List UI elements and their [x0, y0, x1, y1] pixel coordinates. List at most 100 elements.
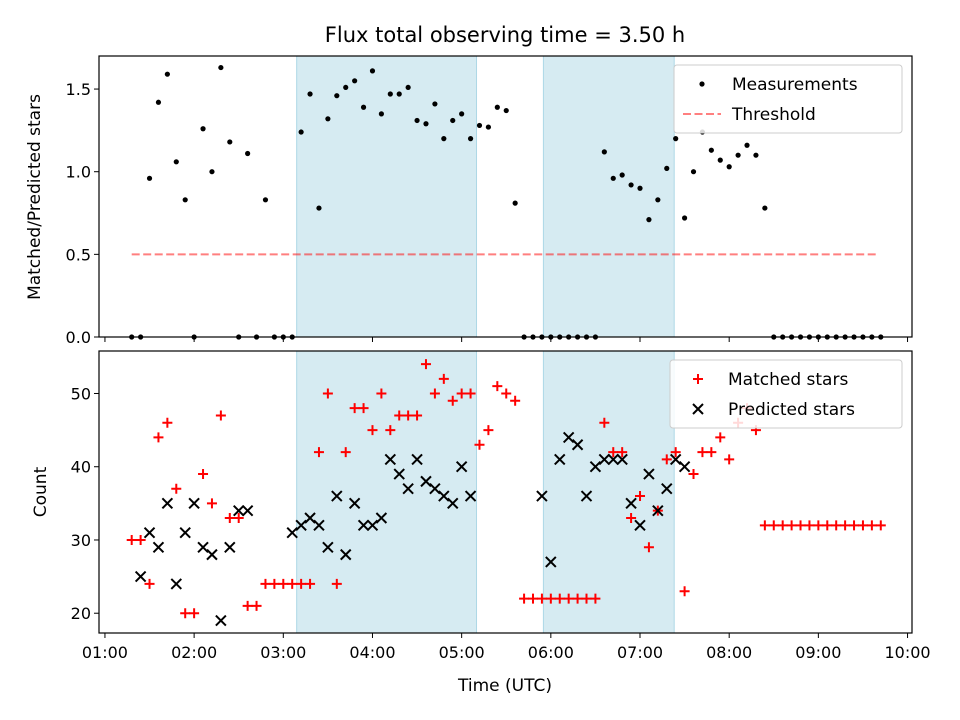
predicted-star-marker	[571, 439, 584, 451]
predicted-star-marker	[179, 526, 191, 539]
matched-star-marker	[661, 454, 672, 465]
matched-star-marker	[180, 608, 191, 619]
measurement-point	[646, 217, 652, 223]
matched-star-marker	[403, 410, 414, 421]
predicted-star-marker	[134, 570, 147, 583]
measurement-point	[352, 78, 358, 84]
predicted-star-marker	[634, 519, 646, 532]
matched-star-marker	[724, 454, 735, 465]
predicted-star-marker	[215, 614, 227, 627]
measurement-point	[690, 169, 697, 175]
x-tick-label: 04:00	[349, 643, 395, 662]
measurement-point	[343, 84, 349, 91]
measurement-point	[209, 169, 215, 175]
predicted-star-marker	[411, 453, 423, 466]
measurement-point	[155, 99, 162, 105]
measurement-point	[717, 157, 723, 163]
matched-star-marker	[670, 447, 681, 458]
measurement-point	[735, 152, 741, 158]
measurement-point	[441, 136, 447, 142]
matched-star-marker	[251, 600, 262, 611]
top-y-axis-label: Matched/Predicted stars	[25, 94, 45, 300]
measurement-point	[146, 175, 153, 181]
matched-star-marker	[322, 388, 333, 399]
measurement-point	[503, 107, 509, 114]
matched-star-marker	[171, 483, 182, 494]
matched-star-marker	[331, 578, 342, 589]
matched-star-marker	[189, 608, 200, 619]
predicted-star-marker	[313, 519, 325, 532]
top-y-tick-label: 0.0	[66, 328, 91, 347]
measurement-point	[369, 68, 376, 74]
measurement-point	[423, 121, 429, 127]
predicted-star-marker	[241, 504, 254, 517]
matched-star-marker	[394, 410, 405, 421]
predicted-star-marker	[402, 482, 414, 495]
predicted-star-marker	[331, 490, 343, 502]
bottom-y-tick-label: 40	[71, 458, 91, 477]
measurement-point	[459, 111, 465, 117]
x-tick-label: 06:00	[528, 643, 574, 662]
predicted-star-marker	[384, 453, 397, 466]
matched-star-marker	[572, 593, 583, 604]
predicted-star-marker	[669, 453, 682, 466]
x-tick-label: 03:00	[260, 643, 306, 662]
matched-star-marker	[465, 388, 476, 399]
measurement-point	[307, 91, 313, 97]
measurement-point	[164, 71, 170, 77]
legend-label: Threshold	[731, 105, 816, 125]
matched-star-marker	[554, 593, 565, 604]
predicted-star-marker	[420, 475, 432, 488]
matched-star-marker	[305, 578, 316, 589]
predicted-star-marker	[589, 461, 602, 473]
matched-star-marker	[563, 593, 574, 604]
matched-star-marker	[831, 520, 842, 531]
predicted-star-marker	[429, 482, 441, 495]
predicted-star-marker	[455, 461, 468, 473]
matched-star-marker	[367, 425, 378, 436]
predicted-star-marker	[143, 526, 156, 539]
predicted-star-marker	[643, 468, 655, 480]
measurement-point	[414, 117, 420, 124]
matched-star-marker	[866, 520, 877, 531]
matched-star-marker	[242, 600, 253, 611]
top-highlight-span-2	[542, 55, 675, 338]
matched-star-marker	[679, 586, 690, 597]
matched-star-marker	[126, 534, 137, 545]
matched-star-marker	[688, 469, 699, 480]
measurement-point	[227, 139, 233, 145]
bottom-y-tick-label: 30	[71, 531, 91, 550]
measurement-point	[396, 91, 402, 97]
predicted-star-marker	[188, 497, 200, 510]
measurement-point	[450, 117, 456, 124]
matched-star-marker	[144, 578, 155, 589]
x-tick-label: 07:00	[617, 643, 663, 662]
bottom-y-tick-label: 50	[71, 384, 91, 403]
top-y-tick-label: 0.5	[66, 245, 91, 264]
measurement-point	[681, 215, 688, 221]
matched-star-marker	[429, 388, 440, 399]
measurement-point	[262, 197, 269, 203]
measurement-point	[601, 149, 607, 155]
predicted-star-marker	[224, 541, 236, 554]
predicted-star-marker	[348, 497, 361, 510]
predicted-star-marker	[438, 490, 450, 502]
matched-star-marker	[599, 417, 610, 428]
measurement-point	[619, 172, 625, 178]
matched-star-marker	[438, 373, 449, 384]
measurement-point	[664, 165, 670, 171]
predicted-star-marker	[366, 519, 379, 532]
matched-star-marker	[813, 520, 824, 531]
measurement-point	[726, 164, 732, 170]
matched-star-marker	[313, 447, 324, 458]
measurement-point	[708, 147, 714, 153]
predicted-star-marker	[286, 526, 298, 539]
matched-star-marker	[492, 381, 503, 392]
measurement-point	[325, 116, 331, 122]
predicted-star-marker	[393, 468, 405, 480]
matched-star-marker	[875, 520, 886, 531]
matched-star-marker	[420, 359, 431, 370]
predicted-star-marker	[562, 431, 575, 444]
legend-label: Predicted stars	[728, 400, 855, 420]
